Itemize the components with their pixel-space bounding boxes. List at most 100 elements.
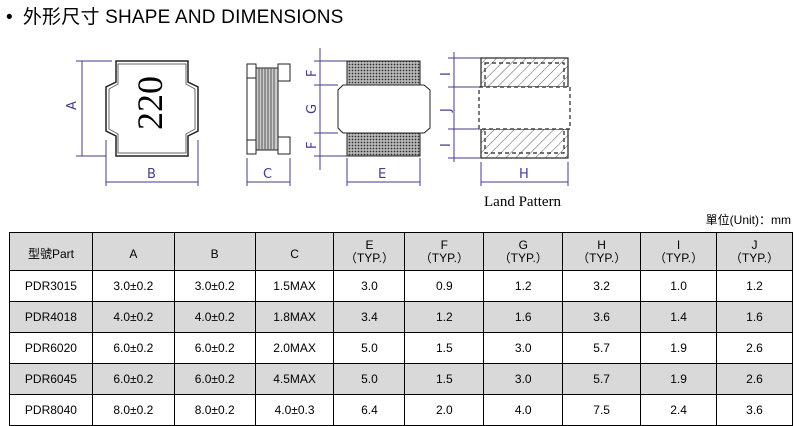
dimension-cell: 2.6 [716, 363, 793, 395]
dimension-cell: 3.0±0.2 [173, 270, 256, 302]
column-header: E （TYP.） [333, 232, 406, 271]
column-header: 型號Part [9, 232, 93, 271]
dimension-cell: 6.0±0.2 [173, 332, 256, 364]
part-number-cell: PDR4018 [9, 301, 93, 333]
dimension-cell: 1.2 [716, 270, 793, 302]
label-b: B [147, 167, 156, 182]
dimension-cell: 8.0±0.2 [91, 394, 175, 426]
label-f-top: F [305, 70, 320, 77]
label-j: J [439, 108, 454, 113]
dimension-cell: 1.9 [640, 332, 717, 364]
label-h: H [519, 167, 529, 182]
column-header: I （TYP.） [640, 232, 717, 271]
table-row: PDR4018 4.0±0.2 4.0±0.2 1.8MAX 3.4 1.2 1.6 3.6 1… [9, 301, 793, 333]
dimension-cell: 3.0 [483, 363, 564, 395]
column-header: J （TYP.） [716, 232, 793, 271]
table-row: PDR6045 6.0±0.2 6.0±0.2 4.5MAX 5.0 1.5 3.0 5.7 1… [9, 363, 793, 395]
part-number-cell: PDR6020 [9, 332, 93, 364]
dimension-cell: 8.0±0.2 [173, 394, 256, 426]
dimensions-table: 型號Part A B C E （TYP.） F （TYP.） G （TYP.） H （TYP.） I （T… [9, 232, 793, 426]
dimension-cell: 1.4 [640, 301, 717, 333]
part-number-cell: PDR6045 [9, 363, 93, 395]
dimension-cell: 2.0 [404, 394, 485, 426]
dimension-cell: 2.0MAX [254, 332, 335, 364]
dimension-cell: 3.6 [562, 301, 642, 333]
column-header-label: （TYP.） [729, 250, 780, 265]
dimension-cell: 4.0±0.2 [91, 301, 175, 333]
column-header-label: （TYP.） [577, 250, 627, 265]
column-header: G （TYP.） [483, 232, 564, 271]
part-number-cell: PDR3015 [9, 270, 93, 302]
dimension-cell: 1.6 [716, 301, 793, 333]
dimension-cell: 6.0±0.2 [91, 332, 175, 364]
label-g: G [305, 104, 320, 114]
column-header-label: B [210, 247, 219, 261]
column-header: B [173, 232, 256, 271]
column-header: A [91, 232, 175, 271]
dimension-cell: 3.0 [333, 270, 406, 302]
top-view: 220 [105, 60, 199, 157]
column-header-top: H [597, 237, 606, 252]
land-pattern-caption: Land Pattern [484, 194, 562, 210]
label-f-bottom: F [305, 142, 320, 149]
label-i-top: I [439, 72, 454, 76]
dimension-cell: 1.2 [404, 301, 485, 333]
label-e: E [378, 167, 386, 182]
column-header-label: （TYP.） [653, 250, 704, 265]
dimension-cell: 6.0±0.2 [173, 363, 256, 395]
column-header-label: （TYP.） [498, 250, 548, 265]
dimension-cell: 7.5 [562, 394, 642, 426]
dimension-lines [76, 48, 569, 186]
label-a: A [65, 101, 80, 110]
dimension-cell: 4.0±0.3 [254, 394, 335, 426]
front-view [337, 60, 431, 157]
dimension-cell: 1.9 [640, 363, 717, 395]
dimension-cell: 6.4 [333, 394, 406, 426]
dimension-cell: 3.2 [562, 270, 642, 302]
dimension-cell: 1.2 [483, 270, 564, 302]
dimension-cell: 3.0 [483, 332, 564, 364]
column-header-top: E [365, 237, 374, 252]
dimension-cell: 1.5 [404, 332, 485, 364]
dimension-cell: 1.6 [483, 301, 564, 333]
dimension-cell: 3.4 [333, 301, 406, 333]
dimension-cell: 1.5MAX [254, 270, 335, 302]
dimension-labels: A B C E F G F I J I H [65, 70, 529, 182]
side-view [246, 63, 291, 155]
dimension-cell: 5.0 [333, 332, 406, 364]
dimension-drawing: A B C E F G F I J I H 220 [65, 48, 571, 186]
unit-note: 單位(Unit)：mm [705, 213, 791, 227]
column-header-label: 型號Part [27, 247, 74, 261]
section-title-text: 外形尺寸 SHAPE AND DIMENSIONS [22, 7, 344, 28]
column-header-top: G [518, 237, 528, 252]
dimension-cell: 5.7 [562, 332, 642, 364]
table-header-row: 型號Part A B C E （TYP.） F （TYP.） G （TYP.） H （TYP.） I （T… [9, 232, 793, 271]
dimension-cell: 2.4 [640, 394, 717, 426]
dimension-cell: 5.0 [333, 363, 406, 395]
dimension-cell: 3.6 [716, 394, 793, 426]
dimension-cell: 4.0±0.2 [173, 301, 256, 333]
column-header-top: I [676, 237, 681, 252]
table-row: PDR3015 3.0±0.2 3.0±0.2 1.5MAX 3.0 0.9 1.2 3.2 1… [9, 270, 793, 302]
column-header-label: （TYP.） [419, 250, 469, 265]
dimension-cell: 1.5 [404, 363, 485, 395]
column-header-label: A [129, 247, 138, 261]
column-header-top: F [440, 237, 449, 252]
land-pattern-view [478, 57, 571, 159]
column-header-label: C [290, 247, 299, 261]
dimension-cell: 5.7 [562, 363, 642, 395]
label-i-bottom: I [439, 143, 454, 147]
dimension-cell: 3.0±0.2 [91, 270, 175, 302]
dimension-cell: 4.0 [483, 394, 564, 426]
bullet: • [6, 7, 13, 28]
dimension-cell: 1.8MAX [254, 301, 335, 333]
dimension-cell: 2.6 [716, 332, 793, 364]
column-header-label: （TYP.） [344, 250, 395, 265]
part-marking: 220 [130, 76, 170, 130]
part-number-cell: PDR8040 [9, 394, 93, 426]
dimension-cell: 6.0±0.2 [91, 363, 175, 395]
column-header: C [254, 232, 335, 271]
column-header-top: J [751, 237, 758, 252]
label-c: C [263, 167, 272, 182]
column-header: F （TYP.） [404, 232, 485, 271]
